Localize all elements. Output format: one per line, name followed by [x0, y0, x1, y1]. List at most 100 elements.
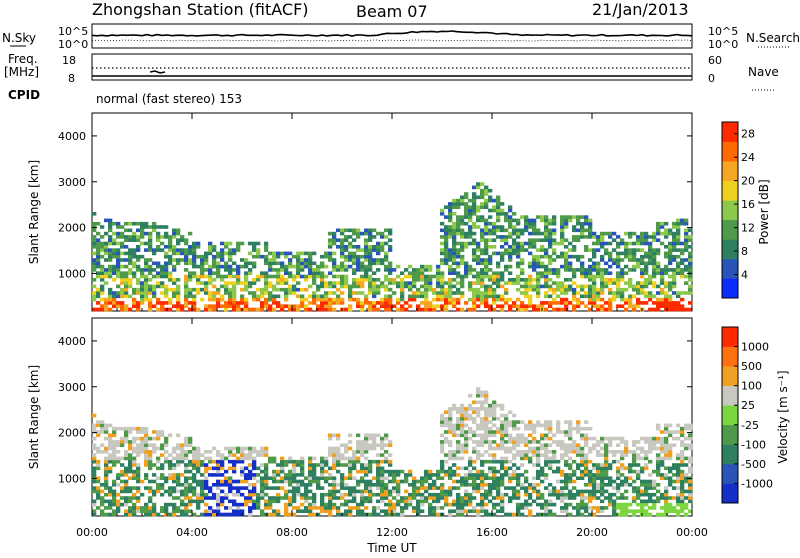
echo-cell	[560, 251, 565, 256]
echo-cell	[212, 297, 217, 302]
echo-cell	[480, 205, 485, 209]
echo-cell	[660, 301, 665, 305]
echo-cell	[568, 446, 573, 451]
echo-cell	[124, 221, 129, 226]
echo-cell	[552, 251, 557, 256]
echo-cell	[564, 446, 569, 451]
echo-cell	[440, 248, 445, 252]
echo-cell	[356, 297, 361, 302]
echo-cell	[468, 271, 473, 275]
echo-cell	[588, 450, 593, 454]
echo-cell	[180, 502, 185, 507]
echo-cell	[588, 291, 593, 295]
echo-cell	[464, 192, 469, 196]
echo-cell	[488, 420, 493, 424]
echo-cell	[520, 301, 525, 305]
echo-cell	[260, 274, 265, 279]
echo-cell	[348, 284, 353, 289]
echo-cell	[260, 489, 265, 494]
echo-cell	[300, 301, 305, 305]
echo-cell	[448, 443, 453, 447]
colorbar-frame	[721, 326, 739, 504]
echo-cell	[568, 264, 573, 269]
echo-cell	[656, 456, 661, 461]
echo-cell	[548, 459, 553, 464]
echo-cell	[584, 284, 589, 289]
echo-cell	[492, 453, 497, 457]
echo-cell	[592, 506, 597, 510]
echo-cell	[288, 274, 293, 279]
echo-cell	[548, 420, 553, 424]
echo-cell	[600, 483, 605, 487]
echo-cell	[132, 492, 137, 497]
echo-cell	[404, 489, 409, 494]
echo-cell	[668, 423, 673, 428]
echo-cell	[248, 251, 253, 256]
echo-cell	[428, 509, 433, 513]
echo-cell	[680, 509, 685, 513]
echo-cell	[424, 304, 429, 308]
echo-cell	[160, 433, 165, 438]
echo-cell	[432, 479, 437, 484]
freq-blip	[149, 70, 166, 74]
echo-cell	[224, 245, 229, 249]
echo-cell	[484, 268, 489, 272]
echo-cell	[584, 304, 589, 308]
echo-cell	[348, 228, 353, 233]
echo-cell	[424, 307, 429, 312]
echo-cell	[496, 443, 501, 447]
echo-cell	[268, 281, 273, 285]
echo-cell	[360, 509, 365, 513]
echo-cell	[536, 228, 541, 233]
echo-cell	[188, 231, 193, 236]
echo-cell	[352, 486, 357, 490]
echo-cell	[484, 218, 489, 223]
echo-cell	[512, 248, 517, 252]
echo-cell	[440, 440, 445, 444]
echo-cell	[248, 281, 253, 285]
echo-cell	[224, 479, 229, 484]
echo-cell	[152, 436, 157, 441]
echo-cell	[368, 486, 373, 490]
echo-cell	[272, 284, 277, 289]
colorbar-swatch	[722, 444, 738, 465]
echo-cell	[164, 254, 169, 259]
y-tick-label: 1000	[58, 267, 86, 280]
echo-cell	[536, 258, 541, 262]
echo-cell	[312, 271, 317, 275]
echo-cell	[292, 264, 297, 269]
echo-cell	[292, 459, 297, 464]
echo-cell	[388, 492, 393, 497]
echo-cell	[504, 440, 509, 444]
echo-cell	[612, 281, 617, 285]
echo-cell	[664, 486, 669, 490]
echo-cell	[212, 278, 217, 282]
echo-cell	[220, 473, 225, 477]
echo-cell	[148, 456, 153, 461]
echo-cell	[432, 499, 437, 504]
echo-cell	[576, 443, 581, 447]
echo-cell	[328, 483, 333, 487]
echo-cell	[376, 245, 381, 249]
echo-cell	[584, 443, 589, 447]
echo-cell	[188, 450, 193, 454]
echo-cell	[212, 492, 217, 497]
echo-cell	[276, 486, 281, 490]
echo-cell	[464, 417, 469, 421]
echo-cell	[560, 473, 565, 477]
echo-cell	[268, 304, 273, 308]
echo-cell	[280, 466, 285, 471]
echo-cell	[560, 225, 565, 229]
echo-cell	[524, 304, 529, 308]
echo-cell	[548, 228, 553, 233]
echo-cell	[548, 218, 553, 223]
echo-cell	[340, 456, 345, 461]
echo-cell	[544, 307, 549, 312]
echo-cell	[224, 284, 229, 289]
echo-cell	[204, 476, 209, 480]
echo-cell	[340, 496, 345, 500]
echo-cell	[512, 446, 517, 451]
echo-cell	[584, 506, 589, 510]
echo-cell	[188, 274, 193, 279]
echo-cell	[592, 284, 597, 289]
